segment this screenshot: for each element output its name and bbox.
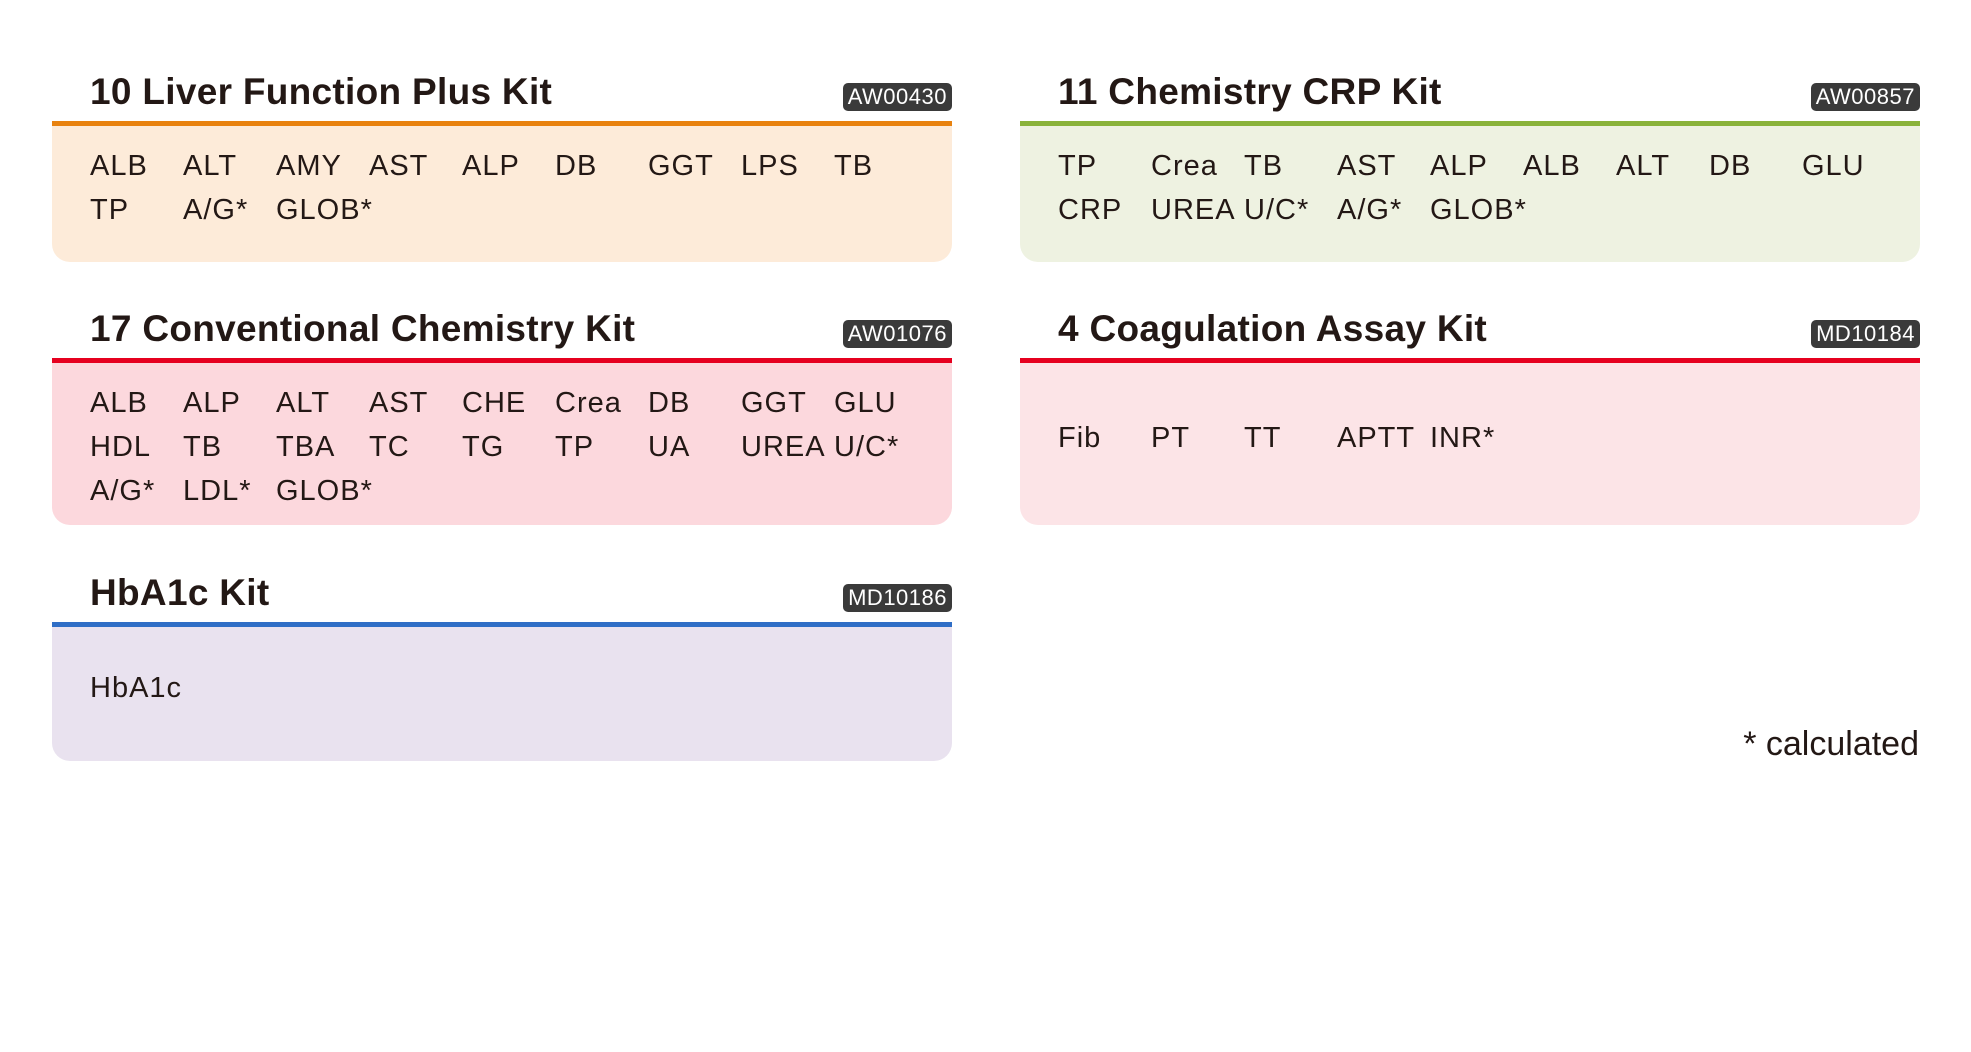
kit-parameter-panel: ALB ALP ALT AST CHE Crea DB GGT GLU HDL TB TBA TC TG T… xyxy=(52,363,952,525)
parameter-label: ALB xyxy=(90,150,148,182)
kit-parameter-panel: ALB ALT AMY AST ALP DB GGT LPS TB TP A/G* GLOB* xyxy=(52,126,952,262)
kit-header: HbA1c Kit MD10186 xyxy=(52,566,952,622)
parameter-label: UA xyxy=(648,431,691,463)
parameter-label: ALT xyxy=(1616,150,1671,182)
kit-title: HbA1c Kit xyxy=(90,572,270,613)
kit-header: 4 Coagulation Assay Kit MD10184 xyxy=(1020,302,1920,358)
parameter-label: A/G* xyxy=(90,475,156,507)
parameter-label: INR* xyxy=(1430,422,1496,454)
parameter-label: U/C* xyxy=(834,431,900,463)
parameter-label: ALT xyxy=(183,150,238,182)
parameter-label: TB xyxy=(834,150,874,182)
kit-header: 10 Liver Function Plus Kit AW00430 xyxy=(52,65,952,121)
parameter-label: TB xyxy=(1244,150,1284,182)
parameter-label: PT xyxy=(1151,422,1191,454)
parameter-label: A/G* xyxy=(183,194,249,226)
parameter-label: TB xyxy=(183,431,223,463)
kit-header: 11 Chemistry CRP Kit AW00857 xyxy=(1020,65,1920,121)
kit-card-hba1c: HbA1c Kit MD10186 HbA1c xyxy=(52,566,952,761)
parameter-label: Crea xyxy=(1151,150,1218,182)
parameter-label: HbA1c xyxy=(90,672,183,704)
kit-code-badge: AW00430 xyxy=(842,83,952,111)
kit-parameter-panel: HbA1c xyxy=(52,627,952,761)
parameter-label: GGT xyxy=(741,387,807,419)
parameter-grid: ALB ALP ALT AST CHE Crea DB GGT GLU HDL TB TBA TC TG T… xyxy=(90,387,927,519)
parameter-label: TC xyxy=(369,431,410,463)
kit-accent-line xyxy=(1020,358,1920,363)
parameter-label: A/G* xyxy=(1337,194,1403,226)
kit-card-chemistry-crp: 11 Chemistry CRP Kit AW00857 TP Crea TB AST… xyxy=(1020,65,1920,262)
parameter-grid: Fib PT TT APTT INR* xyxy=(1058,422,1895,466)
kit-code-badge: AW00857 xyxy=(1810,83,1920,111)
kit-accent-line xyxy=(52,358,952,363)
kit-accent-line xyxy=(52,121,952,126)
parameter-label: ALT xyxy=(276,387,331,419)
parameter-label: GLOB* xyxy=(276,475,373,507)
parameter-label: LDL* xyxy=(183,475,252,507)
kit-accent-line xyxy=(52,622,952,627)
parameter-label: GLU xyxy=(1802,150,1865,182)
parameter-grid: TP Crea TB AST ALP ALB ALT DB GLU CRP UREA U/C* A/G*… xyxy=(1058,150,1895,238)
kit-parameter-panel: TP Crea TB AST ALP ALB ALT DB GLU CRP UREA U/C* A/G*… xyxy=(1020,126,1920,262)
kit-parameter-panel: Fib PT TT APTT INR* xyxy=(1020,363,1920,525)
parameter-label: AMY xyxy=(276,150,342,182)
parameter-label: DB xyxy=(648,387,691,419)
parameter-label: ALP xyxy=(183,387,241,419)
kit-code-badge: AW01076 xyxy=(842,320,952,348)
parameter-label: GGT xyxy=(648,150,714,182)
parameter-label: UREA xyxy=(741,431,826,463)
parameter-grid: ALB ALT AMY AST ALP DB GGT LPS TB TP A/G* GLOB* xyxy=(90,150,927,238)
parameter-label: AST xyxy=(369,150,429,182)
parameter-label: APTT xyxy=(1337,422,1416,454)
kit-card-conventional-chemistry: 17 Conventional Chemistry Kit AW01076 AL… xyxy=(52,302,952,525)
parameter-label: GLU xyxy=(834,387,897,419)
parameter-label: ALB xyxy=(90,387,148,419)
parameter-label: UREA xyxy=(1151,194,1236,226)
calculated-footnote: * calculated xyxy=(1743,725,1919,763)
kit-code-badge: MD10186 xyxy=(843,584,952,612)
kit-title: 11 Chemistry CRP Kit xyxy=(1058,71,1442,112)
parameter-label: ALP xyxy=(462,150,520,182)
parameter-label: TG xyxy=(462,431,505,463)
parameter-label: U/C* xyxy=(1244,194,1310,226)
parameter-label: CHE xyxy=(462,387,527,419)
parameter-label: GLOB* xyxy=(276,194,373,226)
kit-title: 4 Coagulation Assay Kit xyxy=(1058,308,1488,349)
parameter-label: ALP xyxy=(1430,150,1488,182)
parameter-label: DB xyxy=(1709,150,1752,182)
kit-title: 10 Liver Function Plus Kit xyxy=(90,71,553,112)
parameter-label: AST xyxy=(369,387,429,419)
parameter-label: TP xyxy=(1058,150,1098,182)
parameter-grid: HbA1c xyxy=(90,672,927,716)
parameter-label: AST xyxy=(1337,150,1397,182)
parameter-label: Fib xyxy=(1058,422,1102,454)
parameter-label: TBA xyxy=(276,431,336,463)
parameter-label: LPS xyxy=(741,150,799,182)
parameter-label: TP xyxy=(555,431,595,463)
parameter-label: HDL xyxy=(90,431,152,463)
parameter-label: TT xyxy=(1244,422,1282,454)
parameter-label: Crea xyxy=(555,387,622,419)
kit-title: 17 Conventional Chemistry Kit xyxy=(90,308,636,349)
kit-card-coagulation-assay: 4 Coagulation Assay Kit MD10184 Fib PT TT A… xyxy=(1020,302,1920,525)
parameter-label: CRP xyxy=(1058,194,1123,226)
kit-header: 17 Conventional Chemistry Kit AW01076 xyxy=(52,302,952,358)
kit-code-badge: MD10184 xyxy=(1811,320,1920,348)
kit-accent-line xyxy=(1020,121,1920,126)
parameter-label: DB xyxy=(555,150,598,182)
parameter-label: TP xyxy=(90,194,130,226)
kit-card-liver-function: 10 Liver Function Plus Kit AW00430 ALB AL… xyxy=(52,65,952,262)
parameter-label: ALB xyxy=(1523,150,1581,182)
parameter-label: GLOB* xyxy=(1430,194,1527,226)
